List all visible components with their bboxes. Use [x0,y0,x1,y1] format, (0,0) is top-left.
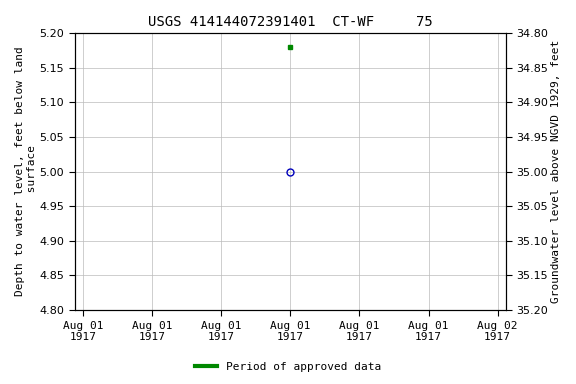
Y-axis label: Groundwater level above NGVD 1929, feet: Groundwater level above NGVD 1929, feet [551,40,561,303]
Y-axis label: Depth to water level, feet below land
 surface: Depth to water level, feet below land su… [15,46,37,296]
Legend: Period of approved data: Period of approved data [191,358,385,377]
Title: USGS 414144072391401  CT-WF     75: USGS 414144072391401 CT-WF 75 [148,15,433,29]
